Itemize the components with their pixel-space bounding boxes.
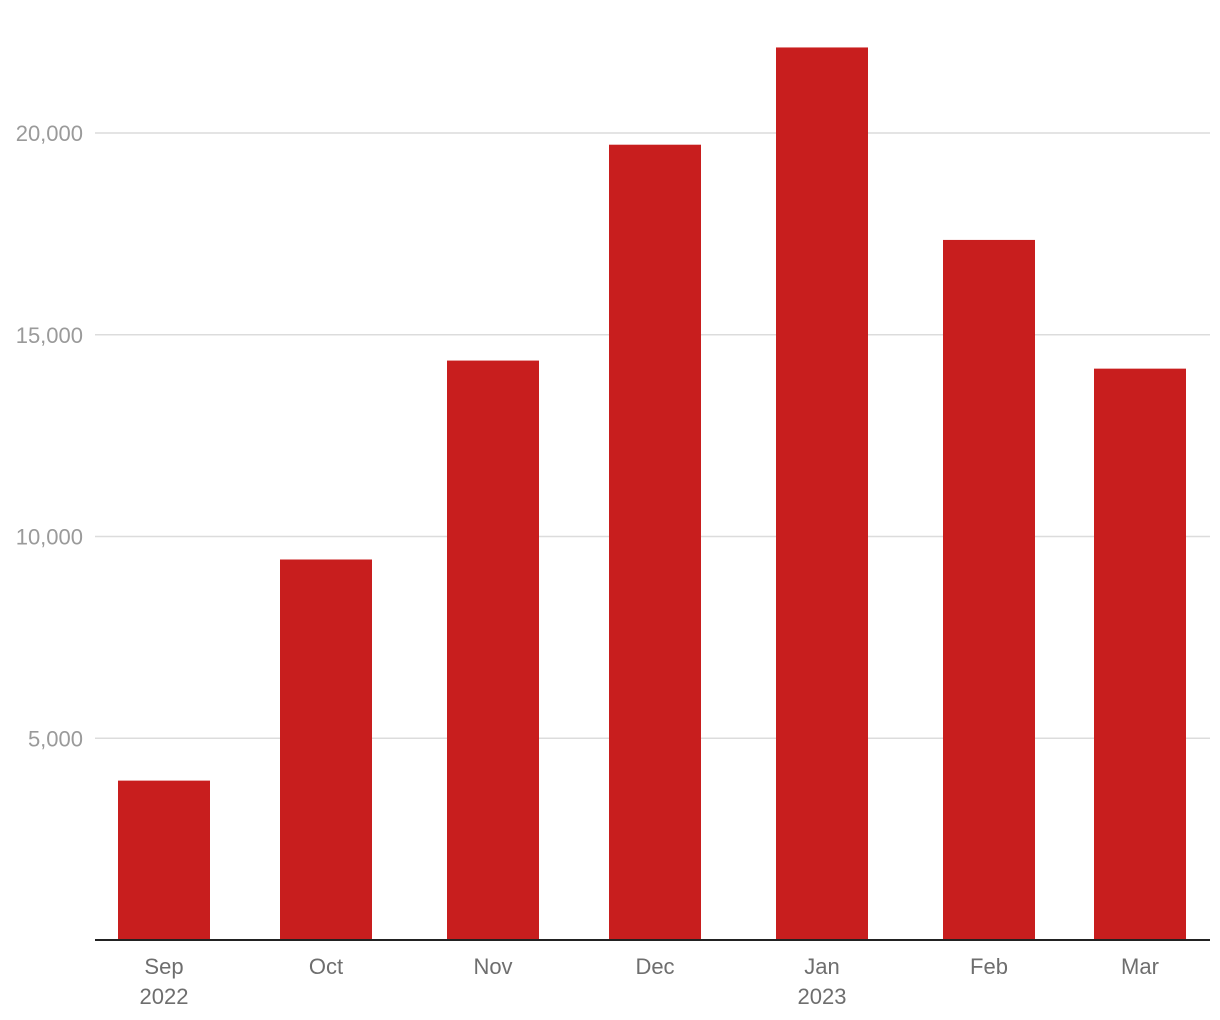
x-tick-year-label: 2022 bbox=[140, 984, 189, 1009]
y-tick-label: 20,000 bbox=[16, 121, 83, 146]
x-tick-label: Jan bbox=[804, 954, 839, 979]
x-tick-year-label: 2023 bbox=[798, 984, 847, 1009]
x-tick-label: Dec bbox=[635, 954, 674, 979]
y-tick-label: 10,000 bbox=[16, 525, 83, 550]
bar-sep bbox=[118, 780, 210, 940]
bar-feb bbox=[943, 239, 1035, 941]
x-tick-label: Sep bbox=[144, 954, 183, 979]
x-tick-label: Oct bbox=[309, 954, 343, 979]
x-tick-label: Feb bbox=[970, 954, 1008, 979]
y-tick-label: 5,000 bbox=[28, 726, 83, 751]
bar-jan bbox=[776, 47, 868, 940]
x-tick-label: Mar bbox=[1121, 954, 1159, 979]
x-tick-label: Nov bbox=[473, 954, 512, 979]
bar-mar bbox=[1094, 368, 1186, 940]
bar-nov bbox=[447, 360, 539, 941]
bar-dec bbox=[609, 144, 701, 940]
y-tick-label: 15,000 bbox=[16, 323, 83, 348]
bar-oct bbox=[280, 559, 372, 940]
bars-layer bbox=[118, 47, 1186, 941]
x-axis-labels: Sep 2022 Oct Nov Dec Jan 2023 Feb Mar bbox=[140, 954, 1159, 1009]
